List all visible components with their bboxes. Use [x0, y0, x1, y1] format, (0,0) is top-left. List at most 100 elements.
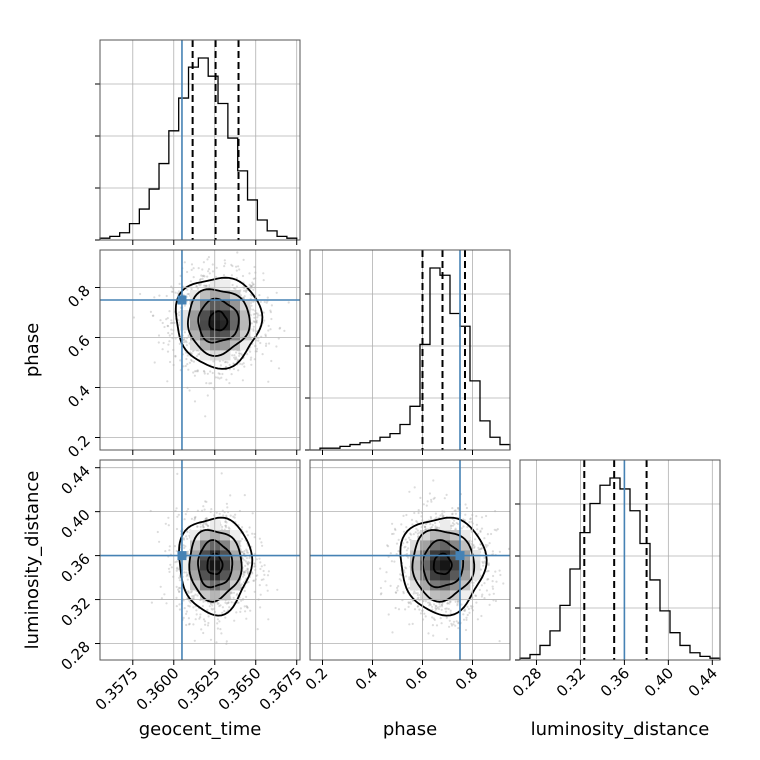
- scatter-point: [168, 549, 171, 552]
- scatter-point: [182, 538, 186, 541]
- scatter-point: [486, 533, 489, 536]
- scatter-point: [456, 604, 459, 607]
- scatter-point: [251, 283, 255, 286]
- hist-panel-geocent_time: [95, 39, 301, 241]
- scatter-point: [253, 320, 256, 324]
- scatter-point: [465, 506, 468, 510]
- scatter-point: [225, 514, 228, 517]
- scatter-point: [212, 387, 215, 390]
- scatter-point: [256, 574, 259, 577]
- scatter-point: [185, 575, 188, 578]
- scatter-point: [424, 526, 427, 529]
- scatter-point: [426, 601, 430, 604]
- scatter-point: [206, 608, 209, 612]
- scatter-point: [177, 588, 180, 591]
- density-cell: [190, 540, 201, 551]
- scatter-point: [438, 602, 441, 605]
- scatter-point: [480, 547, 483, 550]
- density-cell: [190, 330, 201, 341]
- scatter-point: [223, 259, 226, 262]
- histogram-phase: [310, 267, 511, 451]
- scatter-point: [270, 317, 273, 321]
- scatter-point: [410, 518, 414, 522]
- scatter-point: [205, 500, 208, 503]
- scatter-point: [157, 334, 161, 337]
- scatter-point: [479, 568, 483, 571]
- scatter-point: [252, 325, 255, 328]
- scatter-point: [184, 545, 187, 548]
- scatter-point: [448, 600, 452, 604]
- scatter-point: [238, 354, 241, 357]
- scatter-point: [430, 500, 433, 503]
- scatter-point: [262, 578, 265, 581]
- scatter-point: [261, 544, 264, 547]
- scatter-point: [241, 363, 244, 366]
- scatter-point: [166, 317, 169, 320]
- scatter-point: [452, 620, 456, 623]
- scatter-point: [208, 605, 211, 608]
- scatter-point: [229, 494, 232, 497]
- density-cell: [430, 570, 441, 581]
- density-cell: [210, 330, 221, 341]
- scatter-point: [203, 275, 206, 278]
- scatter-point: [163, 593, 166, 596]
- scatter-point: [214, 275, 218, 279]
- scatter-point: [228, 363, 231, 366]
- scatter-point: [190, 287, 193, 290]
- scatter-point: [242, 258, 245, 261]
- scatter-point: [430, 517, 433, 520]
- density-cell: [230, 330, 241, 341]
- scatter-point: [259, 606, 262, 609]
- contour-level-3: [208, 310, 229, 332]
- scatter-point: [441, 514, 444, 518]
- scatter-point: [246, 606, 249, 609]
- scatter-point: [246, 606, 249, 609]
- scatter-point: [194, 593, 197, 596]
- scatter-point: [275, 345, 278, 348]
- scatter-point: [267, 329, 270, 332]
- scatter-point: [257, 339, 260, 342]
- scatter-point: [192, 623, 195, 626]
- scatter-point: [394, 528, 397, 532]
- scatter-point: [419, 612, 423, 615]
- scatter-point: [263, 564, 266, 567]
- scatter-point: [441, 605, 444, 608]
- scatter-point: [188, 622, 191, 626]
- density-cell: [430, 560, 441, 571]
- scatter-point: [252, 300, 255, 303]
- scatter-point: [275, 291, 278, 294]
- scatter-point: [409, 602, 413, 605]
- scatter-point: [486, 570, 489, 573]
- scatter-point: [229, 514, 232, 517]
- scatter-point: [435, 604, 438, 608]
- scatter-point: [481, 593, 484, 596]
- density-cell: [410, 570, 421, 581]
- scatter-point: [445, 637, 449, 641]
- scatter-point: [231, 283, 234, 287]
- scatter-point: [259, 300, 262, 303]
- density-cell: [450, 570, 461, 581]
- scatter-point: [253, 590, 256, 593]
- scatter-point: [485, 545, 488, 549]
- scatter-point: [194, 370, 197, 373]
- scatter-point: [166, 324, 169, 327]
- scatter-point: [488, 542, 491, 545]
- scatter-point: [217, 372, 220, 375]
- scatter-point: [426, 500, 429, 503]
- scatter-point: [211, 263, 214, 266]
- scatter-point: [228, 382, 231, 385]
- scatter-point: [241, 558, 244, 561]
- scatter-point: [407, 601, 410, 604]
- scatter-point: [189, 601, 192, 604]
- scatter-point: [450, 622, 453, 625]
- scatter-point: [429, 526, 432, 530]
- scatter-point: [392, 532, 395, 535]
- contour-level-2: [197, 297, 240, 344]
- scatter-point: [269, 309, 272, 312]
- scatter-point: [165, 602, 168, 605]
- scatter-point: [243, 571, 246, 574]
- scatter-point: [247, 581, 250, 584]
- scatter-point: [239, 294, 243, 297]
- scatter-point: [417, 511, 420, 515]
- scatter-point: [201, 275, 204, 278]
